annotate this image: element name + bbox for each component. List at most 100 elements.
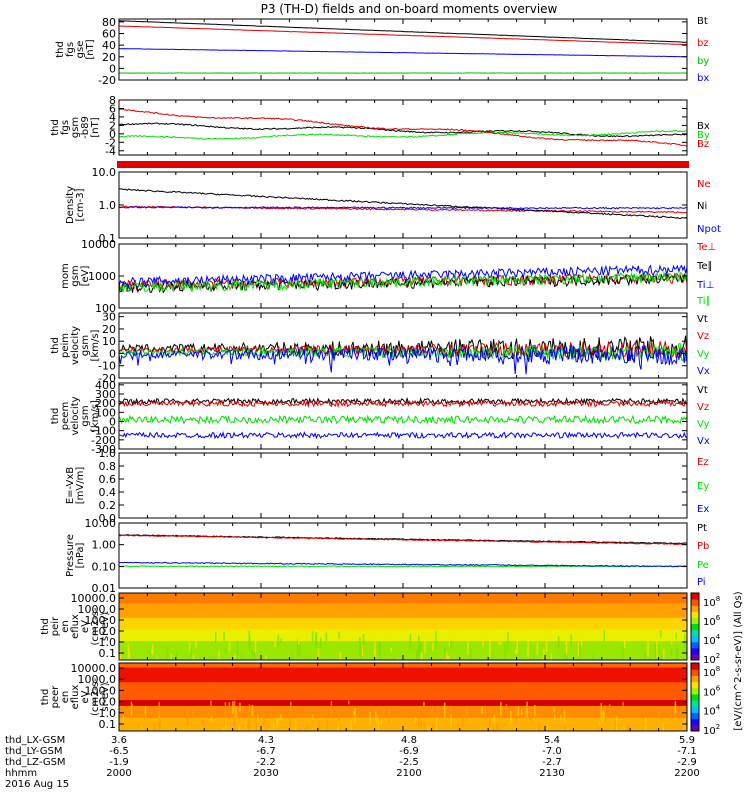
series-line-Bz bbox=[119, 108, 687, 147]
spectrogram-streak bbox=[550, 653, 553, 660]
spectrogram-streak bbox=[373, 649, 376, 656]
spectrogram-streak bbox=[337, 722, 340, 731]
spectrogram-streak bbox=[210, 700, 212, 708]
spectrogram-streak bbox=[239, 716, 241, 721]
footer-value: 2130 bbox=[539, 768, 564, 779]
y-tick-label: 30 bbox=[102, 311, 116, 324]
colorbar-tick-label: 106 bbox=[703, 684, 721, 698]
series-line-Npot bbox=[119, 206, 687, 210]
spectrogram-streak bbox=[128, 651, 131, 660]
spectrogram-streak bbox=[312, 714, 314, 720]
spectrogram-streak bbox=[361, 644, 364, 657]
y-tick-label: 0 bbox=[109, 62, 116, 75]
energy-band bbox=[119, 646, 687, 651]
colorbar-segment bbox=[691, 641, 699, 649]
footer-value: -6.7 bbox=[256, 746, 276, 757]
spectrogram-streak bbox=[553, 707, 555, 713]
spectrogram-streak bbox=[284, 729, 286, 731]
spectrogram-streak bbox=[557, 636, 560, 650]
spectrogram-streak bbox=[338, 631, 340, 639]
y-tick-label: 0.2 bbox=[99, 499, 117, 512]
y-tick-label: 10000 bbox=[81, 238, 116, 251]
spectrogram-streak bbox=[484, 705, 487, 721]
footer-value: -2.7 bbox=[542, 757, 562, 768]
spectrogram-streak bbox=[263, 713, 265, 726]
spectrogram-streak bbox=[540, 729, 542, 731]
spectrogram-streak bbox=[294, 719, 297, 731]
spectrogram-streak bbox=[221, 727, 224, 731]
energy-band bbox=[119, 597, 687, 602]
spectrogram-streak bbox=[671, 633, 673, 645]
legend-entry: Vy bbox=[697, 349, 710, 360]
legend-entry: Bx bbox=[697, 121, 710, 132]
spectrogram-streak bbox=[627, 722, 630, 731]
y-tick-label: 0.1 bbox=[99, 232, 117, 245]
footer-value: -7.0 bbox=[542, 746, 562, 757]
spectrogram-streak bbox=[338, 712, 340, 721]
y-axis-label: E=-VxB[mV/m] bbox=[65, 467, 86, 505]
spectrogram-streak bbox=[530, 710, 533, 723]
spectrogram-streak bbox=[298, 630, 300, 645]
spectrogram-streak bbox=[233, 700, 236, 719]
colorbar-segment bbox=[691, 669, 699, 676]
spectrogram-streak bbox=[418, 716, 420, 730]
y-axis-label: thdfgsgse[nT] bbox=[55, 39, 96, 59]
series-line-bx bbox=[119, 48, 687, 58]
spectrogram-streak bbox=[457, 724, 459, 731]
spectrogram-streak bbox=[493, 714, 496, 723]
spectrogram-streak bbox=[554, 714, 556, 721]
legend-entry: Vz bbox=[697, 402, 709, 413]
spectrogram-streak bbox=[339, 727, 341, 731]
y-tick-label: 10.0 bbox=[92, 625, 117, 638]
energy-band bbox=[119, 700, 687, 704]
spectrogram-streak bbox=[299, 727, 301, 731]
spectrogram-streak bbox=[319, 637, 322, 648]
series-line-Pb bbox=[119, 534, 687, 546]
y-tick-label: 0 bbox=[109, 416, 116, 429]
y-tick-label: 60 bbox=[102, 28, 116, 41]
spectrogram-streak bbox=[218, 651, 220, 660]
energy-band bbox=[119, 600, 687, 605]
series-line-Bt bbox=[119, 20, 687, 43]
spectrogram-streak bbox=[675, 632, 677, 640]
y-tick-label: 100 bbox=[95, 302, 116, 315]
spectrogram-streak bbox=[326, 718, 328, 731]
spectrogram-streak bbox=[371, 632, 373, 639]
y-tick-label: 10.0 bbox=[92, 166, 117, 179]
legend-entry: Te⊥ bbox=[696, 242, 716, 253]
spectrogram-streak bbox=[378, 642, 380, 655]
legend-entry: Ne bbox=[697, 179, 711, 190]
spectrogram-streak bbox=[540, 658, 542, 660]
legend-entry: Ti∥ bbox=[696, 296, 711, 307]
spectrogram-streak bbox=[647, 641, 649, 657]
y-tick-label: 1.0 bbox=[99, 707, 117, 720]
spectrogram-streak bbox=[524, 705, 527, 720]
spectrogram-streak bbox=[238, 723, 241, 730]
spectrogram-streak bbox=[416, 649, 418, 660]
legend-entry: Pe bbox=[697, 560, 709, 571]
spectrogram-streak bbox=[325, 632, 328, 642]
legend-entry: Vy bbox=[697, 419, 710, 430]
y-tick-label: 100 bbox=[95, 406, 116, 419]
colorbar-segment bbox=[691, 599, 699, 606]
spectrogram-streak bbox=[330, 701, 333, 718]
spectrogram-streak bbox=[622, 646, 624, 659]
spectrogram-streak bbox=[546, 722, 549, 731]
energy-band bbox=[119, 606, 687, 610]
spectrogram-streak bbox=[614, 720, 617, 731]
energy-band bbox=[119, 682, 687, 687]
panel-frame bbox=[118, 522, 688, 589]
spectrogram-streak bbox=[277, 634, 280, 647]
spectrogram-streak bbox=[674, 701, 677, 714]
y-axis-label: thdpeerenefluxeV(cm2-s-sr-eV) bbox=[40, 678, 111, 716]
spectrogram-streak bbox=[670, 714, 672, 720]
spectrogram-streak bbox=[248, 704, 251, 713]
series-line-Ne bbox=[119, 205, 687, 214]
energy-band bbox=[119, 711, 687, 716]
spectrogram-streak bbox=[598, 720, 600, 726]
colorbar-segment bbox=[691, 712, 699, 720]
energy-band bbox=[119, 635, 687, 640]
spectrogram-streak bbox=[201, 718, 204, 726]
spectrogram-streak bbox=[390, 647, 393, 652]
